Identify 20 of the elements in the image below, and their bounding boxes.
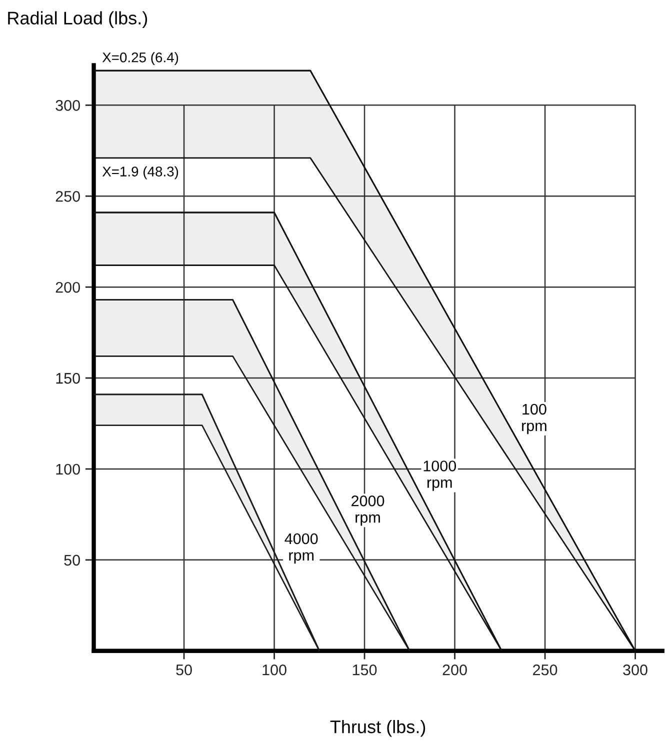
series-label: 2000 rpm (352, 496, 384, 526)
y-tick-label: 50 (64, 554, 80, 566)
y-tick-label: 200 (56, 282, 80, 293)
x-axis-title: Thrust (lbs.) (330, 720, 426, 737)
x-tick-label: 200 (442, 664, 467, 676)
y-tick-label: 300 (56, 100, 80, 111)
x-tick-label: 150 (352, 664, 377, 676)
y-tick-label: 100 (56, 464, 80, 475)
annotation: X=1.9 (48.3) (102, 166, 178, 180)
annotation: X=0.25 (6.4) (102, 52, 178, 66)
y-tick-label: 150 (56, 372, 80, 384)
y-axis-title: Radial Load (lbs.) (8, 11, 148, 28)
x-tick-label: 100 (262, 664, 286, 676)
y-tick-label: 250 (56, 191, 80, 202)
series-label: 4000 rpm (284, 533, 318, 564)
series-label: 1000 rpm (424, 460, 456, 491)
x-tick-label: 250 (533, 664, 558, 676)
x-tick-label: 300 (623, 664, 648, 676)
x-tick-label: 50 (176, 664, 192, 676)
series-label: 100 rpm (522, 404, 546, 434)
